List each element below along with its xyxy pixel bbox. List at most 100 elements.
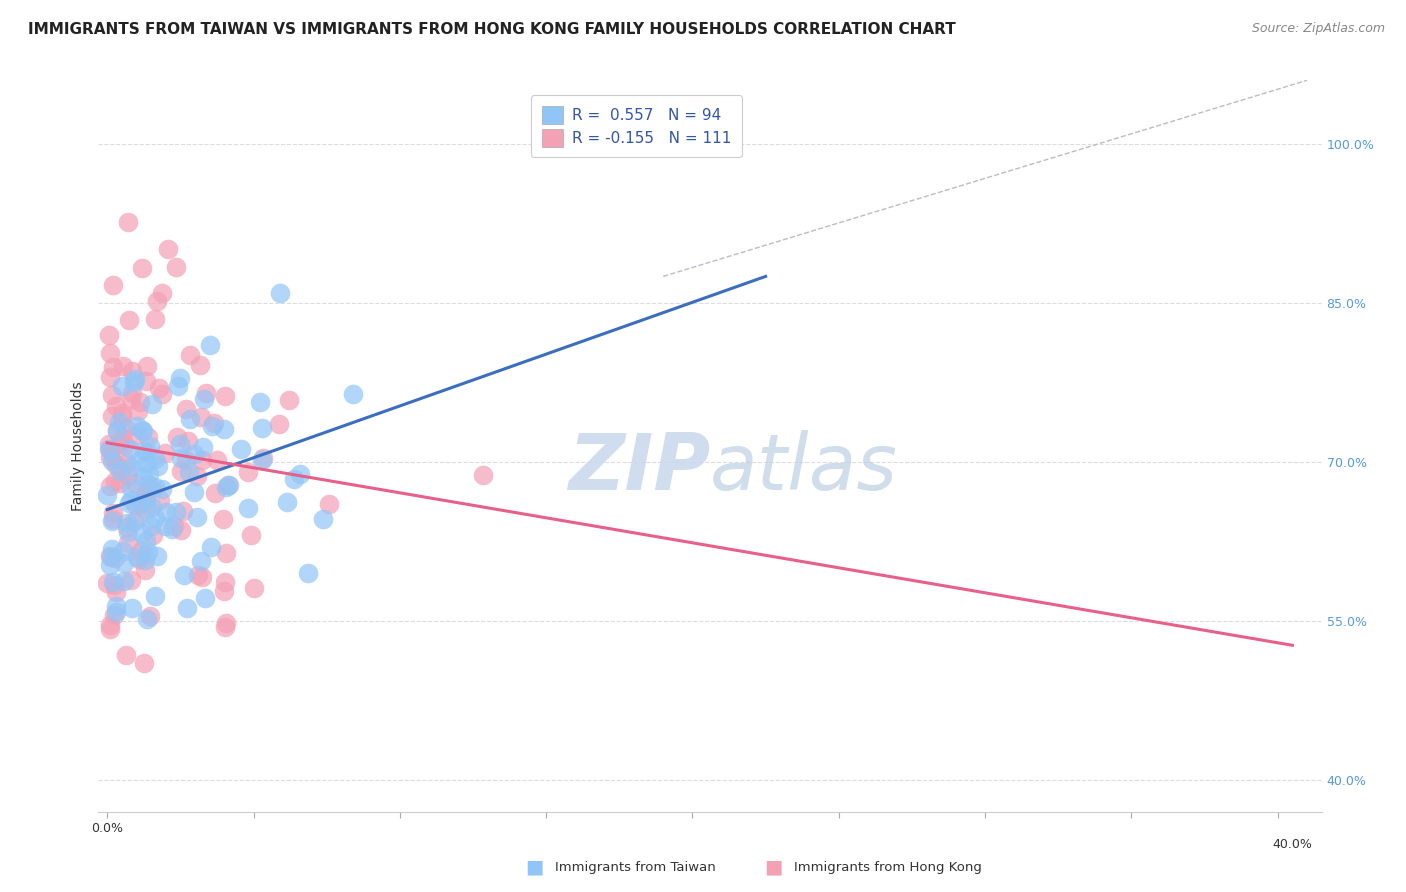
Point bbox=[104, 458, 127, 473]
Point bbox=[193, 440, 215, 454]
Point bbox=[128, 394, 150, 409]
Point bbox=[138, 545, 160, 559]
Point bbox=[148, 492, 170, 507]
Point bbox=[135, 502, 157, 516]
Text: Source: ZipAtlas.com: Source: ZipAtlas.com bbox=[1251, 22, 1385, 36]
Point bbox=[173, 567, 195, 582]
Point bbox=[98, 370, 121, 384]
Point bbox=[170, 450, 193, 465]
Point bbox=[125, 550, 148, 565]
Point bbox=[108, 476, 131, 491]
Text: ZIP: ZIP bbox=[568, 430, 710, 506]
Point bbox=[111, 359, 134, 373]
Point bbox=[145, 293, 167, 308]
Point bbox=[190, 409, 212, 424]
Point bbox=[101, 277, 124, 292]
Point bbox=[214, 422, 236, 436]
Point bbox=[131, 424, 153, 438]
Point bbox=[169, 437, 191, 451]
Point bbox=[194, 591, 217, 605]
Point bbox=[169, 371, 191, 385]
Point bbox=[127, 454, 149, 468]
Point bbox=[135, 533, 157, 548]
Point bbox=[150, 386, 173, 401]
Point bbox=[101, 450, 124, 464]
Point bbox=[103, 578, 125, 592]
Point bbox=[165, 505, 187, 519]
Point bbox=[105, 605, 128, 619]
Point bbox=[157, 242, 180, 256]
Point bbox=[165, 260, 187, 274]
Point bbox=[118, 496, 141, 510]
Point bbox=[142, 528, 165, 542]
Text: 40.0%: 40.0% bbox=[1272, 838, 1312, 851]
Point bbox=[143, 311, 166, 326]
Point bbox=[135, 444, 157, 458]
Point bbox=[96, 576, 118, 591]
Point bbox=[131, 496, 153, 510]
Point bbox=[115, 421, 138, 435]
Point bbox=[98, 549, 121, 563]
Point bbox=[250, 421, 273, 435]
Point bbox=[215, 480, 238, 494]
Point bbox=[121, 482, 143, 496]
Point bbox=[312, 512, 335, 526]
Point bbox=[121, 385, 143, 400]
Point bbox=[143, 452, 166, 467]
Point bbox=[103, 574, 125, 589]
Point bbox=[111, 409, 134, 423]
Point bbox=[136, 359, 159, 373]
Point bbox=[127, 404, 149, 418]
Point bbox=[117, 535, 139, 549]
Point bbox=[98, 450, 121, 465]
Text: IMMIGRANTS FROM TAIWAN VS IMMIGRANTS FROM HONG KONG FAMILY HOUSEHOLDS CORRELATIO: IMMIGRANTS FROM TAIWAN VS IMMIGRANTS FRO… bbox=[28, 22, 956, 37]
Point bbox=[101, 388, 124, 402]
Point bbox=[215, 546, 238, 560]
Point bbox=[201, 419, 224, 434]
Text: ■: ■ bbox=[763, 857, 783, 877]
Point bbox=[170, 464, 193, 478]
Point bbox=[115, 456, 138, 470]
Point bbox=[153, 518, 176, 533]
Point bbox=[143, 589, 166, 603]
Point bbox=[131, 423, 153, 437]
Point bbox=[186, 469, 208, 483]
Point bbox=[139, 480, 162, 494]
Point bbox=[214, 574, 236, 589]
Point bbox=[231, 442, 253, 456]
Point bbox=[118, 313, 141, 327]
Point bbox=[117, 468, 139, 483]
Point bbox=[143, 510, 166, 524]
Point bbox=[105, 400, 128, 414]
Point bbox=[134, 444, 156, 458]
Point bbox=[96, 488, 118, 502]
Point bbox=[124, 372, 146, 386]
Point bbox=[278, 392, 301, 407]
Point bbox=[139, 609, 162, 624]
Point bbox=[215, 616, 238, 631]
Point bbox=[186, 510, 208, 524]
Point bbox=[318, 496, 340, 510]
Point bbox=[269, 285, 291, 300]
Point bbox=[148, 381, 170, 395]
Point bbox=[150, 285, 173, 300]
Point bbox=[105, 423, 128, 437]
Point bbox=[105, 599, 128, 613]
Point bbox=[193, 392, 215, 406]
Point bbox=[167, 379, 190, 393]
Y-axis label: Family Households: Family Households bbox=[72, 381, 86, 511]
Point bbox=[104, 475, 127, 489]
Point bbox=[188, 358, 211, 372]
Point bbox=[141, 397, 163, 411]
Point bbox=[204, 485, 226, 500]
Point bbox=[267, 417, 290, 431]
Point bbox=[111, 543, 134, 558]
Point bbox=[101, 359, 124, 374]
Point bbox=[125, 498, 148, 512]
Point bbox=[176, 600, 198, 615]
Point bbox=[214, 584, 236, 599]
Point bbox=[98, 622, 121, 636]
Point bbox=[101, 541, 124, 556]
Point bbox=[131, 260, 153, 275]
Point bbox=[276, 494, 298, 508]
